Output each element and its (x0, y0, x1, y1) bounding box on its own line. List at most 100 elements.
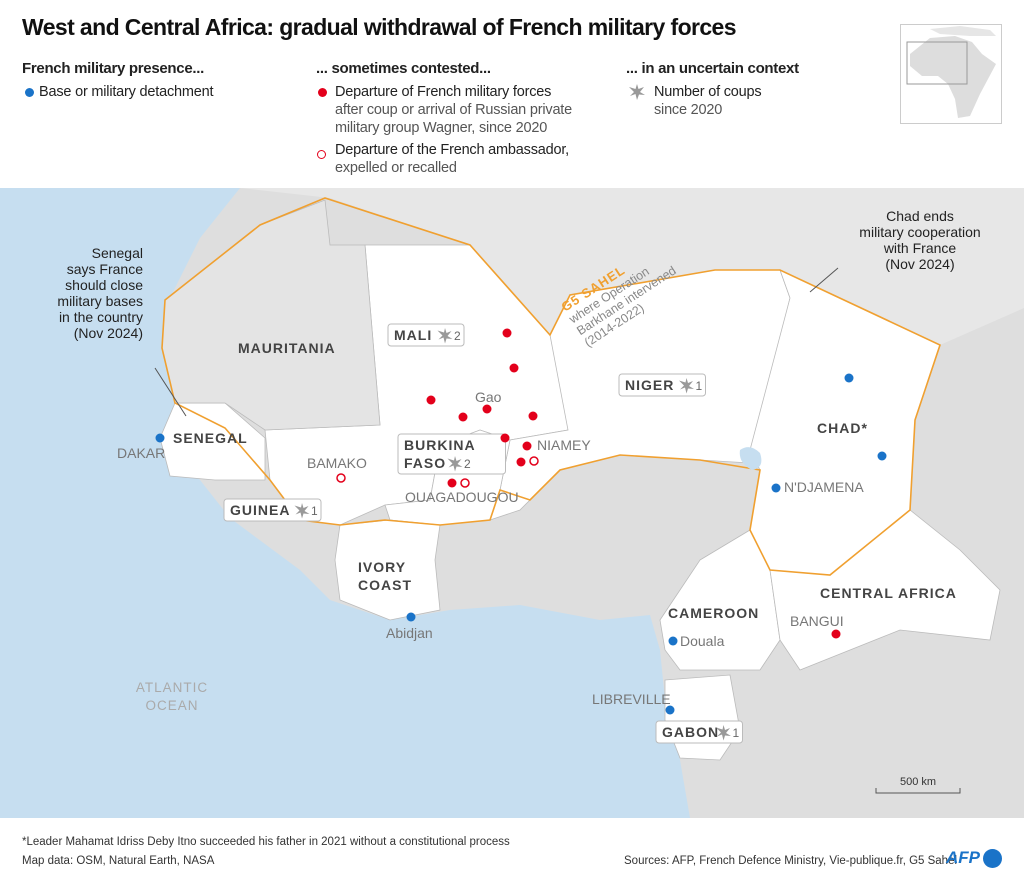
ocean-line1: ATLANTIC (136, 680, 208, 695)
forces-departure-marker (502, 328, 512, 338)
city-label: Abidjan (386, 625, 433, 641)
base-marker (771, 483, 781, 493)
ocean-line2: OCEAN (145, 698, 198, 713)
label-box (618, 373, 706, 397)
city-label: NIAMEY (537, 437, 591, 453)
forces-departure-marker (516, 457, 526, 467)
country-label: SENEGAL (173, 430, 248, 446)
city-label: LIBREVILLE (592, 691, 671, 707)
legend-sub: after coup or arrival of Russian private… (335, 102, 572, 136)
coup-burst-icon (447, 456, 463, 472)
coup-count: 1 (733, 726, 741, 740)
city-label: N'DJAMENA (784, 479, 864, 495)
label-box (655, 720, 743, 744)
senegal-leader-line (154, 367, 187, 417)
legend-label: Departure of the French ambassador, (335, 142, 569, 158)
city-label: Douala (680, 633, 725, 649)
country-label: IVORY COAST (358, 559, 411, 593)
red-dot-icon (318, 88, 327, 97)
lake-chad (739, 447, 762, 470)
legend-label: Number of coups (654, 84, 762, 100)
base-marker (665, 705, 675, 715)
coup-burst-icon (716, 725, 731, 741)
country-name: MAURITANIA (238, 340, 336, 356)
annotation-line: (Nov 2024) (74, 325, 143, 341)
city-label: Gao (475, 389, 502, 405)
forces-departure-marker (528, 411, 538, 421)
annotation-line: says France (67, 261, 143, 277)
base-marker (406, 612, 416, 622)
city-label: OUAGADOUGOU (405, 489, 519, 505)
forces-departure-marker (426, 395, 436, 405)
red-open-circle-icon (317, 150, 326, 159)
afp-logo: AFP (946, 848, 980, 867)
country-name: NIGER (625, 377, 674, 393)
city-label: BANGUI (790, 613, 844, 629)
country-label: GABON 1 (655, 720, 743, 744)
legend-heading-presence: French military presence... (22, 60, 204, 77)
base-marker (668, 636, 678, 646)
coup-burst-icon (629, 84, 645, 100)
forces-departure-marker (509, 363, 519, 373)
country-label: CENTRAL AFRICA (820, 585, 957, 601)
ambassador-departure-marker (529, 456, 539, 466)
legend-heading-context: ... in an uncertain context (626, 60, 799, 77)
page-title: West and Central Africa: gradual withdra… (22, 14, 737, 40)
coup-count: 2 (454, 329, 462, 343)
legend-heading-contested: ... sometimes contested... (316, 60, 491, 77)
label-box (223, 498, 322, 522)
sources: Sources: AFP, French Defence Ministry, V… (624, 855, 958, 867)
country-name: CHAD* (817, 420, 868, 436)
ambassador-departure-marker (336, 473, 346, 483)
city-label: BAMAKO (307, 455, 367, 471)
country-name: GUINEA (230, 502, 290, 518)
base-marker (844, 373, 854, 383)
country-name: BURKINA (404, 437, 476, 453)
locator-map (900, 24, 1002, 124)
legend-departure-forces: Departure of French military forces afte… (335, 83, 585, 137)
city-label: DAKAR (117, 445, 165, 461)
coup-burst-icon (679, 378, 694, 394)
map: MAURITANIA MALI 2 NIGER 1 BURKINA FASO 2 SENEGAL… (0, 188, 1024, 818)
forces-departure-marker (500, 433, 510, 443)
map-data-credit: Map data: OSM, Natural Earth, NASA (22, 855, 215, 867)
annotation-line: Chad ends (886, 208, 954, 224)
country-gabon (664, 674, 741, 761)
country-name: IVORY (358, 559, 406, 575)
sahara-band (240, 188, 1024, 345)
country-senegal (159, 402, 266, 481)
country-name: CAMEROON (668, 605, 759, 621)
legend-coups: Number of coups since 2020 (654, 83, 762, 119)
coup-count: 1 (696, 379, 704, 393)
legend-base: Base or military detachment (39, 84, 214, 100)
annotation-line: with France (883, 240, 957, 256)
annotation-line: (Nov 2024) (885, 256, 954, 272)
base-marker (877, 451, 887, 461)
ocean-label: ATLANTIC OCEAN (136, 680, 208, 713)
coup-count: 1 (311, 504, 319, 518)
country-label: BURKINA FASO 2 (397, 433, 506, 475)
annotation-line: in the country (59, 309, 143, 325)
forces-departure-marker (831, 629, 841, 639)
country-name-line2: FASO (404, 455, 446, 471)
annotation-line: military bases (57, 293, 143, 309)
afp-logo-circle-icon (983, 849, 1002, 868)
blue-dot-icon (25, 88, 34, 97)
country-name: CENTRAL AFRICA (820, 585, 957, 601)
country-label: GUINEA 1 (223, 498, 322, 522)
country-name: GABON (662, 724, 719, 740)
chad-leader-line (809, 267, 839, 293)
annotation-line: Senegal (92, 245, 143, 261)
forces-departure-marker (458, 412, 468, 422)
legend-departure-ambassador: Departure of the French ambassador, expe… (335, 141, 595, 177)
base-marker (155, 433, 165, 443)
sea (0, 188, 690, 818)
country-label: MALI 2 (387, 323, 465, 347)
forces-departure-marker (482, 404, 492, 414)
coup-burst-icon (294, 503, 310, 519)
label-box (397, 433, 506, 475)
country-name: SENEGAL (173, 430, 248, 446)
